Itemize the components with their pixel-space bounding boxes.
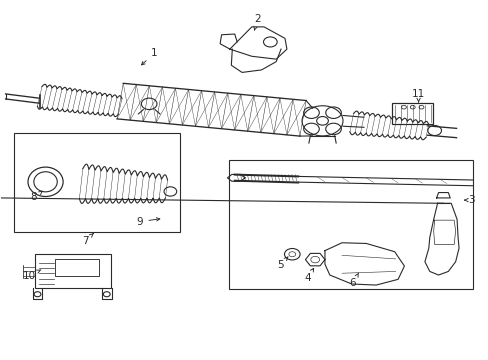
Bar [35, 255, 110, 288]
Text: 4: 4 [304, 268, 313, 283]
Bar [228, 160, 472, 289]
Text: 10: 10 [22, 270, 41, 281]
Text: 5: 5 [276, 257, 287, 270]
Text: 6: 6 [349, 273, 358, 288]
Text: 11: 11 [411, 89, 425, 102]
Text: 3: 3 [464, 195, 473, 205]
Bar [391, 103, 432, 125]
Text: 8: 8 [30, 191, 42, 202]
Text: 2: 2 [253, 14, 261, 30]
Bar [14, 134, 180, 232]
Text: 1: 1 [141, 48, 157, 65]
Text: 9: 9 [137, 217, 160, 226]
Text: 7: 7 [81, 234, 93, 246]
Bar [55, 259, 99, 276]
